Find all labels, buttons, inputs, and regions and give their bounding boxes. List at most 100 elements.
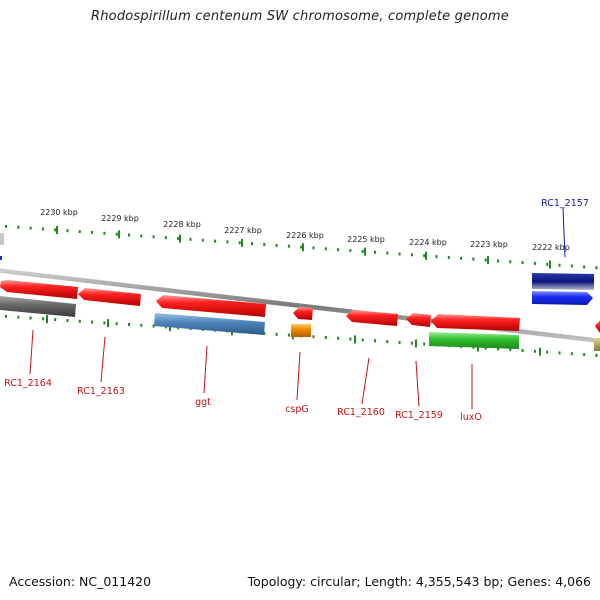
inner-minor-tick (287, 333, 290, 337)
leader-rc1-2164 (29, 329, 34, 375)
outer-major-tick (241, 238, 243, 247)
inner-minor-tick (263, 331, 266, 335)
leader-rc1-2163 (100, 336, 106, 383)
inner-minor-tick (152, 324, 155, 328)
inner-minor-tick (361, 338, 364, 342)
inner-major-tick (539, 347, 541, 356)
outer-minor-tick (460, 256, 463, 260)
outer-major-tick (56, 226, 58, 234)
inner-minor-tick (349, 337, 352, 341)
gene-label-ggt[interactable]: ggt (195, 397, 211, 408)
outer-minor-tick (238, 241, 241, 245)
gene-label-rc1-2159[interactable]: RC1_2159 (395, 410, 443, 421)
inner-minor-tick (275, 332, 278, 336)
outer-minor-tick (263, 243, 266, 246)
outer-minor-tick (287, 244, 290, 248)
tick-label-2224: 2224 kbp (409, 238, 447, 247)
gene-ggt[interactable] (156, 295, 266, 317)
gene-rc1-2163[interactable] (78, 288, 141, 306)
inner-minor-tick (570, 352, 573, 356)
tick-label-2229: 2229 kbp (101, 214, 139, 223)
tick-label-2226: 2226 kbp (286, 231, 324, 240)
inner-minor-tick (374, 339, 376, 343)
gene-label-rc1-2163[interactable]: RC1_2163 (77, 386, 125, 397)
outer-minor-tick (103, 231, 106, 235)
inner-minor-tick (497, 347, 499, 351)
edge-feature-blue (0, 256, 2, 260)
leader-rc1-2160 (361, 357, 370, 405)
outer-minor-tick (152, 235, 155, 239)
gene-label-rc1-2157[interactable]: RC1_2157 (541, 198, 589, 209)
gene-cspg-inner[interactable] (291, 324, 311, 337)
outer-minor-tick (398, 252, 401, 256)
inner-minor-tick (595, 353, 598, 357)
outer-minor-tick (484, 258, 487, 262)
chromosome-backbone (0, 268, 600, 344)
inner-minor-tick (5, 314, 7, 318)
gene-edge-olive[interactable] (594, 338, 600, 351)
gene-rc1-2157[interactable] (532, 291, 593, 305)
outer-minor-tick (5, 224, 7, 228)
gene-rc1-2160[interactable] (346, 310, 398, 326)
outer-minor-tick (54, 228, 57, 232)
reverse-strand-genes (0, 273, 600, 351)
outer-minor-tick (386, 251, 389, 255)
inner-minor-tick (398, 340, 401, 344)
inner-minor-tick (41, 317, 44, 321)
outer-minor-tick (349, 249, 352, 252)
outer-minor-tick (177, 237, 180, 240)
gene-rc1-2164-inner[interactable] (0, 296, 76, 317)
outer-minor-tick (300, 245, 303, 249)
leader-ggt (203, 345, 208, 394)
inner-minor-tick (546, 350, 549, 354)
outer-minor-tick (201, 238, 204, 242)
outer-major-tick (425, 251, 427, 260)
inner-minor-tick (386, 340, 389, 344)
inner-minor-tick (324, 336, 327, 339)
inner-minor-tick (521, 349, 524, 352)
outer-minor-tick (570, 264, 573, 268)
gene-ggt-inner[interactable] (154, 313, 265, 335)
outer-minor-tick (423, 254, 426, 258)
outer-minor-tick (251, 242, 253, 246)
outer-minor-tick (275, 243, 278, 247)
outer-minor-tick (140, 234, 143, 238)
gene-edge-right[interactable] (595, 320, 600, 333)
outer-minor-tick (410, 253, 413, 257)
outer-minor-tick (472, 257, 475, 261)
outer-minor-tick (214, 239, 217, 243)
inner-minor-tick (103, 321, 106, 325)
outer-major-tick (118, 230, 120, 239)
genome-summary-text: Topology: circular; Length: 4,355,543 bp… (247, 574, 591, 589)
outer-major-tick (549, 260, 551, 269)
accession-text: Accession: NC_011420 (9, 574, 152, 589)
gene-label-rc1-2160[interactable]: RC1_2160 (337, 407, 385, 418)
gene-rc1-2159[interactable] (406, 313, 431, 327)
gene-rc1-2157-outer[interactable] (532, 273, 594, 290)
inner-minor-tick (337, 336, 340, 340)
outer-minor-tick (91, 230, 94, 234)
gene-luxo-inner[interactable] (429, 332, 519, 349)
map-title: Rhodospirillum centenum SW chromosome, c… (91, 9, 509, 24)
gene-luxo-fwd[interactable] (431, 314, 520, 331)
outer-minor-tick (17, 225, 20, 229)
edge-feature-grey (0, 233, 4, 245)
tick-label-2223: 2223 kbp (470, 240, 508, 249)
outer-major-tick (302, 243, 304, 252)
gene-cspg-fwd[interactable] (293, 307, 313, 320)
outer-minor-tick (78, 230, 81, 234)
gene-label-cspg[interactable]: cspG (285, 404, 309, 415)
inner-minor-tick (128, 323, 130, 326)
outer-minor-tick (521, 261, 524, 265)
gene-rc1-2164[interactable] (0, 280, 78, 299)
outer-minor-tick (41, 227, 44, 231)
gene-label-rc1-2164[interactable]: RC1_2164 (4, 378, 52, 389)
tick-label-2222: 2222 kbp (532, 243, 570, 252)
gene-label-luxo[interactable]: luxO (460, 412, 482, 423)
outer-minor-tick (447, 255, 450, 259)
inner-major-tick (415, 339, 417, 348)
inner-minor-tick (423, 342, 426, 346)
inner-minor-tick (54, 318, 57, 322)
leader-cspg (296, 351, 301, 401)
inner-minor-tick (484, 346, 487, 350)
